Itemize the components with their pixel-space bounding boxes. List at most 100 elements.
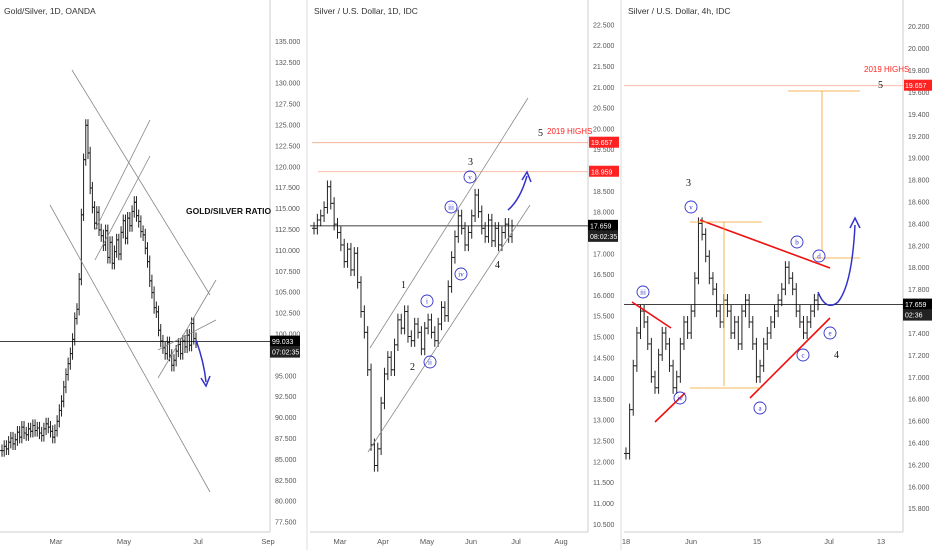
countdown-label-box bbox=[588, 230, 618, 242]
y-tick-label: 18.400 bbox=[908, 221, 930, 228]
wave-circle bbox=[753, 401, 767, 415]
y-tick-label: 15.000 bbox=[593, 335, 615, 342]
x-tick-label: Jul bbox=[193, 537, 203, 546]
price-label-box bbox=[588, 219, 618, 231]
triangle-trendline bbox=[654, 392, 686, 423]
price-label-box bbox=[903, 298, 932, 310]
y-tick-label: 16.400 bbox=[908, 441, 930, 448]
wave-circle bbox=[463, 170, 477, 184]
panel-3: Silver / U.S. Dollar, 4h, IDC 20.200 20.00… bbox=[622, 0, 932, 546]
y-tick-label: 11.500 bbox=[593, 480, 614, 487]
wave-circle bbox=[796, 348, 810, 362]
wave-circle bbox=[423, 355, 437, 369]
y-tick-label: 18.500 bbox=[593, 189, 615, 196]
x-tick-label: 15 bbox=[753, 537, 761, 546]
wave-circle bbox=[823, 326, 837, 340]
y-tick-label: 13.500 bbox=[593, 397, 615, 404]
y-tick-label: 14.000 bbox=[593, 376, 615, 383]
y-tick-label: 105.000 bbox=[275, 290, 300, 297]
y-tick-label: 87.500 bbox=[275, 436, 297, 443]
channel-line bbox=[157, 279, 217, 379]
y-tick-label: 21.500 bbox=[593, 64, 615, 71]
channel-line bbox=[157, 319, 217, 351]
wave-label: 4 bbox=[495, 260, 500, 271]
wave-circle-label: v bbox=[689, 204, 693, 212]
y-tick-label: 13.000 bbox=[593, 418, 615, 425]
wave-circle-label: iv bbox=[458, 271, 464, 279]
wave-circle bbox=[790, 235, 804, 249]
y-tick-label: 10.500 bbox=[593, 522, 615, 529]
wave-circle bbox=[684, 200, 698, 214]
wave-circle-label: a bbox=[758, 405, 762, 413]
wave-circle-label: iv bbox=[677, 395, 683, 403]
y-tick-label: 92.500 bbox=[275, 394, 297, 401]
y-tick-label: 20.500 bbox=[593, 106, 615, 113]
wave-circle-label: d bbox=[817, 253, 821, 261]
y-tick-label: 107.500 bbox=[275, 269, 300, 276]
y-tick-label: 19.800 bbox=[908, 68, 930, 75]
channel-upper bbox=[369, 97, 529, 349]
y-tick-label: 20.000 bbox=[908, 46, 930, 53]
channel-lower bbox=[367, 204, 531, 453]
chart-title: Gold/Silver, 1D, OANDA bbox=[4, 6, 96, 16]
wave-circle bbox=[420, 294, 434, 308]
y-tick-label: 17.000 bbox=[908, 375, 930, 382]
x-tick-label: May bbox=[117, 537, 131, 546]
y-tick-label: 112.500 bbox=[275, 227, 300, 234]
projection-arrowhead bbox=[849, 216, 861, 229]
wave-label: 3 bbox=[468, 157, 473, 168]
high-label-box bbox=[589, 136, 619, 148]
x-tick-label: Jun bbox=[465, 537, 477, 546]
y-tick-label: 120.000 bbox=[275, 164, 300, 171]
y-tick-label: 127.500 bbox=[275, 102, 300, 109]
y-tick-label: 132.500 bbox=[275, 60, 300, 67]
y-tick-label: 85.000 bbox=[275, 457, 297, 464]
price-label: 17.659 bbox=[590, 223, 612, 230]
y-tick-label: 18.000 bbox=[908, 265, 930, 272]
y-tick-label: 12.000 bbox=[593, 459, 615, 466]
ratio-annotation: GOLD/SILVER RATIO bbox=[186, 206, 272, 216]
x-tick-label: Apr bbox=[377, 537, 389, 546]
y-tick-label: 21.000 bbox=[593, 85, 615, 92]
wave-circle bbox=[673, 391, 687, 405]
triangle-trendline bbox=[749, 317, 831, 399]
y-tick-label: 19.600 bbox=[908, 90, 930, 97]
wave-circle-label: i bbox=[426, 298, 428, 306]
y-tick-label: 122.500 bbox=[275, 143, 300, 150]
wave-circle-label: e bbox=[828, 330, 831, 338]
projection-arrowhead bbox=[200, 375, 211, 388]
wave-circle bbox=[454, 267, 468, 281]
y-tick-label: 16.800 bbox=[908, 397, 930, 404]
high-label-box bbox=[904, 79, 932, 91]
wave-circle-label: ii bbox=[428, 359, 432, 367]
projection-arrow bbox=[817, 224, 856, 307]
channel-line bbox=[71, 69, 211, 296]
y-tick-label: 12.500 bbox=[593, 439, 615, 446]
channel-line bbox=[49, 204, 211, 493]
wave-label: 5 bbox=[878, 80, 883, 91]
wave-circle-label: b bbox=[795, 239, 799, 247]
projection-arrowhead bbox=[521, 170, 532, 183]
y-tick-label: 18.600 bbox=[908, 200, 930, 207]
y-tick-label: 18.800 bbox=[908, 178, 930, 185]
y-tick-label: 22.500 bbox=[593, 22, 615, 29]
price-label: 99.033 bbox=[272, 339, 294, 346]
y-tick-label: 17.200 bbox=[908, 353, 930, 360]
y-tick-label: 100.000 bbox=[275, 332, 300, 339]
channel-line bbox=[94, 155, 151, 261]
y-tick-label: 16.000 bbox=[908, 484, 930, 491]
wave-label: 4 bbox=[834, 350, 839, 361]
countdown-label-box bbox=[903, 309, 932, 321]
level-label: 18.959 bbox=[591, 169, 613, 176]
wave-label: 3 bbox=[686, 178, 691, 189]
y-tick-label: 16.200 bbox=[908, 462, 930, 469]
y-tick-label: 77.500 bbox=[275, 520, 297, 527]
wave-circle-label: c bbox=[801, 352, 804, 360]
wave-circle-label: v bbox=[468, 174, 472, 182]
y-tick-label: 19.000 bbox=[908, 156, 930, 163]
wave-circle bbox=[444, 200, 458, 214]
y-tick-label: 18.200 bbox=[908, 243, 930, 250]
